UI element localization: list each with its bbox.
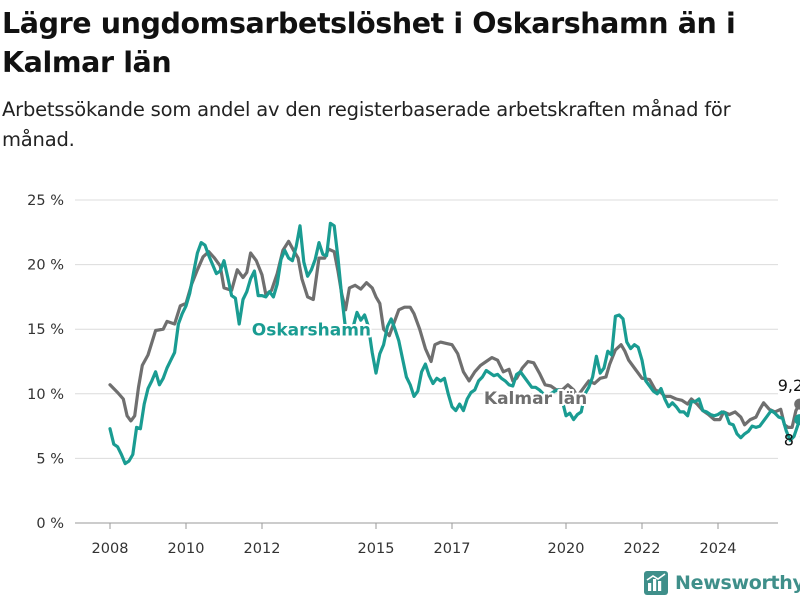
y-tick-label: 10 % — [27, 387, 64, 403]
chart-subtitle: Arbetssökande som andel av den registerb… — [2, 98, 731, 151]
chart-title: Lägre ungdomsarbetslöshet i Oskarshamn ä… — [2, 7, 736, 79]
y-tick-label: 25 % — [27, 193, 64, 209]
x-tick-label: 2017 — [434, 541, 471, 557]
y-axis: 0 % 5 % 10 % 15 % 20 % 25 % — [27, 193, 64, 532]
x-tick-label: 2020 — [548, 541, 585, 557]
x-tick-label: 2022 — [624, 541, 661, 557]
series-label: Kalmar län — [484, 389, 587, 409]
x-tick-label: 2012 — [244, 541, 281, 557]
newsworthy-logo-icon — [644, 571, 668, 595]
x-tick-label: 2024 — [700, 541, 737, 557]
series-end-point — [794, 398, 800, 410]
grid — [75, 199, 778, 524]
series-labels: Oskarshamn Kalmar län 9,2 % 8 % — [250, 319, 800, 450]
y-tick-label: 20 % — [27, 258, 64, 274]
newsworthy-logo[interactable]: Newsworthy — [643, 568, 800, 598]
series-lines — [108, 221, 800, 466]
y-tick-label: 15 % — [27, 322, 64, 338]
y-tick-label: 5 % — [36, 451, 64, 467]
series-line-oskarshamn — [108, 221, 800, 466]
x-axis: 2008 2010 2012 2015 2017 2020 2022 2024 — [92, 523, 737, 557]
end-value-label-kalmar-lan: 9,2 % — [778, 376, 800, 395]
series-end-point — [794, 414, 800, 426]
end-value-label-oskarshamn: 8 % — [784, 431, 800, 450]
brand-name: Newsworthy — [675, 572, 800, 594]
series-label: Oskarshamn — [252, 321, 371, 341]
y-tick-label: 0 % — [36, 516, 64, 532]
x-tick-label: 2010 — [168, 541, 205, 557]
x-tick-label: 2008 — [92, 541, 129, 557]
x-tick-label: 2015 — [358, 541, 395, 557]
